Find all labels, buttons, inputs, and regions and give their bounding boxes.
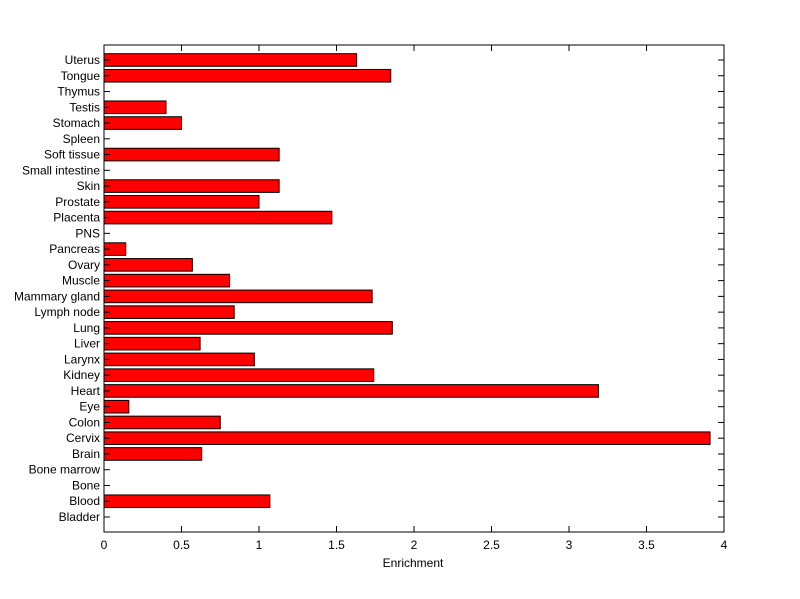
category-label: Eye [79, 400, 100, 414]
category-label: Thymus [57, 85, 100, 99]
category-label: Prostate [55, 195, 100, 209]
x-tick-label: 0.5 [173, 538, 190, 552]
plot-area-frame [103, 44, 725, 533]
bar-soft-tissue [103, 147, 280, 162]
x-tick-label: 3 [566, 538, 573, 552]
bar-placenta [103, 210, 333, 225]
bar-prostate [103, 195, 260, 209]
bar-muscle [103, 273, 231, 288]
x-tick-label: 0 [101, 538, 108, 552]
category-label: Lymph node [34, 305, 100, 319]
bar-kidney [103, 368, 375, 382]
bar-brain [103, 447, 203, 461]
bar-testis [103, 100, 167, 115]
category-label: Heart [71, 384, 101, 398]
category-label: Bladder [59, 510, 100, 524]
x-tick-label: 2.5 [483, 538, 500, 552]
bar-blood [103, 494, 271, 509]
category-label: Pancreas [49, 242, 100, 256]
category-label: Placenta [53, 211, 100, 225]
bar-uterus [103, 53, 358, 67]
bar-tongue [103, 68, 392, 83]
category-label: Stomach [53, 116, 100, 130]
category-label: Brain [72, 447, 100, 461]
x-tick-label: 1 [256, 538, 263, 552]
category-label: Mammary gland [14, 289, 100, 303]
bar-colon [103, 415, 221, 430]
bar-stomach [103, 116, 182, 130]
x-tick-label: 3.5 [638, 538, 655, 552]
bar-skin [103, 179, 280, 193]
x-tick-label: 1.5 [328, 538, 345, 552]
category-label: Small intestine [22, 163, 100, 177]
category-label: Tongue [61, 69, 101, 83]
category-label: Larynx [64, 352, 100, 366]
category-label: Muscle [62, 274, 100, 288]
x-tick-label: 2 [411, 538, 418, 552]
bar-larynx [103, 352, 255, 367]
x-axis-label: Enrichment [383, 556, 444, 570]
category-label: Colon [69, 415, 100, 429]
category-label: Spleen [63, 132, 100, 146]
category-label: Bone marrow [29, 463, 101, 477]
category-label: Soft tissue [44, 148, 100, 162]
bar-liver [103, 336, 201, 351]
category-label: PNS [75, 226, 100, 240]
category-label: Liver [74, 337, 100, 351]
bar-cervix [103, 431, 711, 446]
bar-heart [103, 384, 599, 398]
category-label: Blood [69, 494, 100, 508]
category-label: Testis [69, 100, 100, 114]
x-tick-label: 4 [721, 538, 728, 552]
bars-group [103, 53, 711, 509]
category-label: Bone [72, 478, 100, 492]
bar-lymph-node [103, 305, 235, 319]
category-label: Lung [73, 321, 100, 335]
category-label: Kidney [63, 368, 100, 382]
category-label: Cervix [66, 431, 100, 445]
bar-lung [103, 321, 393, 335]
x-tick-labels: 0 0.5 1 1.5 2 2.5 3 3.5 4 [101, 538, 728, 552]
bar-mammary-gland [103, 289, 373, 304]
bar-ovary [103, 258, 193, 272]
category-label: Skin [77, 179, 100, 193]
category-label: Ovary [68, 258, 100, 272]
category-label: Uterus [65, 53, 100, 67]
